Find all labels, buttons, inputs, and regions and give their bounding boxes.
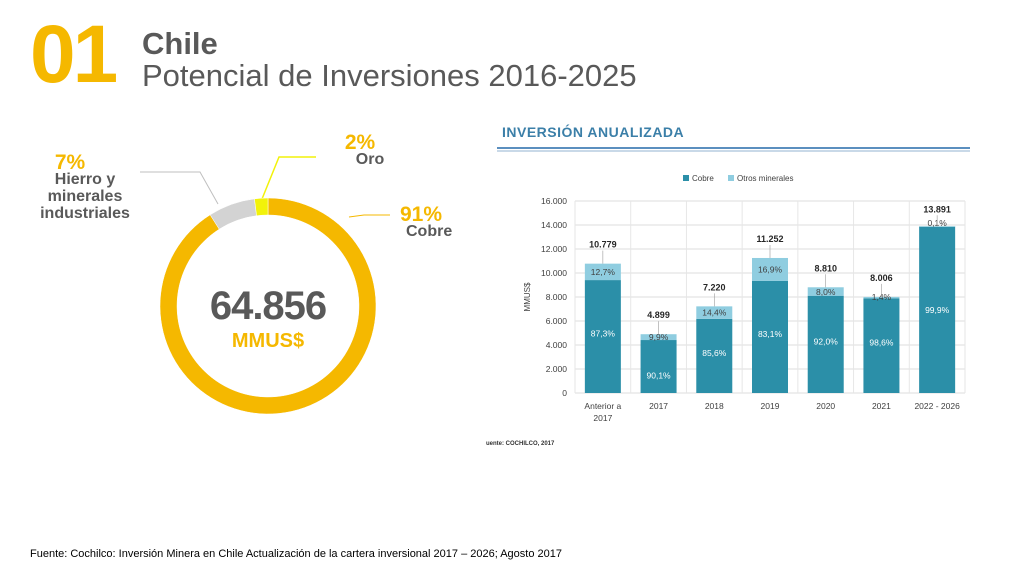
bar-otros [863, 296, 900, 299]
x-tick-label: 2021 [872, 401, 891, 411]
legend-swatch-cobre [683, 175, 689, 181]
x-tick-label: 2017 [649, 401, 668, 411]
bar-otros [807, 287, 844, 296]
bar-otros [696, 306, 733, 319]
y-tick-label: 12.000 [541, 244, 567, 254]
leader-line-hierro [140, 171, 219, 205]
y-tick-label: 6.000 [546, 316, 568, 326]
bar-otros [919, 226, 956, 227]
x-tick-label: 2022 - 2026 [914, 401, 960, 411]
donut-label-hierro: 7% Hierro y minerales industriales [20, 152, 150, 222]
data-label-total: 4.899 [647, 310, 670, 320]
bar-cobre [863, 298, 900, 393]
data-label-cobre: 98,6% [869, 338, 894, 348]
x-tick-label: Anterior a [584, 401, 621, 411]
data-label-cobre: 99,9% [925, 305, 950, 315]
y-tick-label: 14.000 [541, 220, 567, 230]
cobre-label: Cobre [406, 223, 453, 240]
legend-label-otros: Otros minerales [737, 174, 793, 183]
chart-panel-title: INVERSIÓN ANUALIZADA [502, 124, 685, 140]
donut-label-cobre: 91% Cobre [400, 203, 470, 240]
data-label-cobre: 87,3% [591, 329, 616, 339]
y-tick-label: 4.000 [546, 340, 568, 350]
data-label-cobre: 85,6% [702, 348, 727, 358]
donut-label-oro: 2% Oro [330, 131, 390, 168]
y-tick-label: 8.000 [546, 292, 568, 302]
y-tick-label: 0 [562, 388, 567, 398]
legend-label-cobre: Cobre [692, 174, 714, 183]
x-tick-label: 2017 [593, 413, 612, 423]
data-label-total: 13.891 [923, 204, 951, 214]
hierro-percent: 7% [54, 151, 86, 174]
data-label-total: 10.779 [589, 240, 617, 250]
y-tick-label: 10.000 [541, 268, 567, 278]
data-label-total: 11.252 [756, 234, 783, 244]
y-tick-label: 2.000 [546, 364, 568, 374]
bar-cobre [752, 280, 788, 393]
data-label-cobre: 90,1% [647, 371, 672, 381]
leader-line-cobre [348, 214, 390, 218]
data-label-otros: 14,4% [702, 308, 727, 318]
bar-otros [752, 257, 788, 281]
x-tick-label: 2019 [761, 401, 780, 411]
y-axis-label: MMUS$ [523, 282, 532, 311]
footer-source: Fuente: Cochilco: Inversión Minera en Ch… [30, 548, 562, 560]
data-label-cobre: 83,1% [758, 329, 783, 339]
donut-total-unit: MMUS$ [231, 330, 305, 352]
oro-percent: 2% [344, 131, 376, 154]
bar-otros [640, 334, 677, 341]
y-tick-label: 16.000 [541, 196, 567, 206]
legend-swatch-otros [728, 175, 734, 181]
data-label-otros: 1,4% [872, 292, 892, 302]
donut-total-value: 64.856 [209, 284, 327, 328]
section-number: 01 [30, 9, 118, 100]
bar-cobre [807, 295, 844, 393]
hierro-label: Hierro y minerales industriales [40, 171, 130, 222]
data-label-otros: 9,9% [649, 332, 669, 342]
page-title: Chile [142, 26, 218, 61]
leader-line-oro [261, 156, 316, 200]
oro-label: Oro [355, 151, 385, 168]
data-label-total: 7.220 [703, 282, 726, 292]
x-tick-label: 2020 [816, 401, 835, 411]
data-label-total: 8.810 [814, 263, 837, 273]
data-label-cobre: 92,0% [814, 336, 839, 346]
data-label-otros: 12,7% [591, 267, 616, 277]
data-label-otros: 8,0% [816, 287, 836, 297]
bar-cobre [696, 318, 733, 393]
data-label-total: 8.006 [870, 273, 893, 283]
donut-slice-oro [254, 197, 269, 216]
bar-cobre [640, 340, 677, 393]
chart-source: uente: COCHILCO, 2017 [486, 441, 555, 447]
bar-otros [584, 263, 621, 281]
x-tick-label: 2018 [705, 401, 724, 411]
data-label-otros: 16,9% [758, 264, 783, 274]
bar-cobre [919, 226, 956, 393]
cobre-percent: 91% [400, 203, 443, 226]
page-subtitle: Potencial de Inversiones 2016-2025 [142, 58, 637, 93]
donut-slice-cobre [159, 197, 377, 415]
bar-cobre [584, 280, 621, 393]
